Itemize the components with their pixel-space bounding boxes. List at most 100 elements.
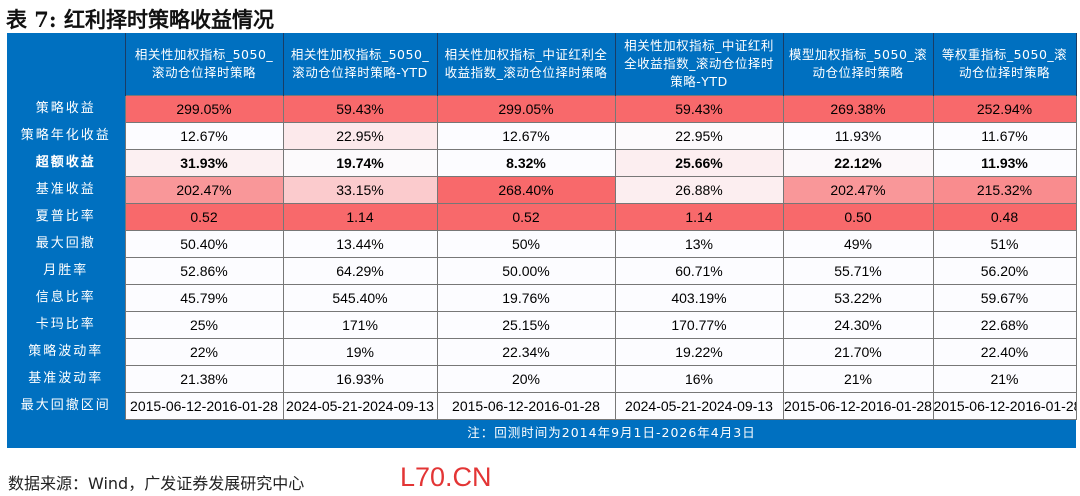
table-cell: 20% [436,365,616,393]
table-row: 最大回撤 50.40% 13.44% 50% 13% 49% 51% [7,230,1077,258]
strategy-table: 相关性加权指标_5050_滚动仓位择时策略 相关性加权指标_5050_滚动仓位择时… [7,33,1077,448]
table-cell: 1.14 [614,203,784,231]
table-row: 月胜率 52.86% 64.29% 50.00% 60.71% 55.71% 56.20% [7,257,1077,285]
table-row: 基准波动率 21.38% 16.93% 20% 16% 21% 21% [7,365,1077,393]
row-label: 月胜率 [7,257,125,285]
table-cell: 545.40% [282,284,438,312]
table-cell: 2015-06-12-2016-01-28 [932,392,1077,420]
row-label: 策略收益 [7,95,125,123]
table-cell: 16.93% [282,365,438,393]
table-cell: 49% [782,230,934,258]
table-cell: 19.76% [436,284,616,312]
table-cell: 21% [782,365,934,393]
table-row: 卡玛比率 25% 171% 25.15% 170.77% 24.30% 22.68% [7,311,1077,339]
table-cell: 24.30% [782,311,934,339]
table-cell: 26.88% [614,176,784,204]
table-cell: 1.14 [282,203,438,231]
table-note: 注：回测时间为2014年9月1日-2026年4月3日 [467,425,756,440]
watermark-logo: L70.CN [400,462,492,492]
table-cell: 64.29% [282,257,438,285]
table-cell: 0.48 [932,203,1077,231]
row-label: 基准收益 [7,176,125,204]
table-cell: 53.22% [782,284,934,312]
row-label: 策略波动率 [7,338,125,366]
table-cell: 25.15% [436,311,616,339]
table-cell: 59.43% [614,95,784,123]
table-cell: 268.40% [436,176,616,204]
table-cell: 50.00% [436,257,616,285]
table-cell: 33.15% [282,176,438,204]
table-cell: 19.74% [282,149,438,177]
table-cell: 51% [932,230,1077,258]
table-cell: 21.38% [124,365,284,393]
table-cell: 31.93% [124,149,284,177]
column-header: 相关性加权指标_5050_滚动仓位择时策略 [125,33,284,96]
table-cell: 55.71% [782,257,934,285]
column-header: 相关性加权指标_中证红利全收益指数_滚动仓位择时策略-YTD [615,33,784,96]
table-title: 表 7: 红利择时策略收益情况 [6,7,274,32]
table-cell: 50.40% [124,230,284,258]
column-header: 相关性加权指标_中证红利全收益指数_滚动仓位择时策略 [437,33,616,96]
table-cell: 299.05% [124,95,284,123]
table-cell: 21% [932,365,1077,393]
table-cell: 170.77% [614,311,784,339]
table-row: 策略收益 299.05% 59.43% 299.05% 59.43% 269.38% 252… [7,95,1077,123]
table-cell: 22.95% [614,122,784,150]
table-cell: 202.47% [124,176,284,204]
table-cell: 11.67% [932,122,1077,150]
table-row: 夏普比率 0.52 1.14 0.52 1.14 0.50 0.48 [7,203,1077,231]
table-row: 策略波动率 22% 19% 22.34% 19.22% 21.70% 22.40% [7,338,1077,366]
table-cell: 11.93% [782,122,934,150]
table-cell: 59.67% [932,284,1077,312]
table-cell: 0.52 [436,203,616,231]
row-label: 卡玛比率 [7,311,125,339]
table-cell: 299.05% [436,95,616,123]
table-cell: 22.68% [932,311,1077,339]
table-cell: 2024-05-21-2024-09-13 [614,392,784,420]
table-cell: 50% [436,230,616,258]
table-cell: 171% [282,311,438,339]
table-cell: 2015-06-12-2016-01-28 [782,392,934,420]
table-row: 策略年化收益 12.67% 22.95% 12.67% 22.95% 11.93% 11.6… [7,122,1077,150]
row-label: 策略年化收益 [7,122,125,150]
table-cell: 22.95% [282,122,438,150]
table-cell: 22.40% [932,338,1077,366]
table-cell: 52.86% [124,257,284,285]
table-cell: 19.22% [614,338,784,366]
table-cell: 12.67% [124,122,284,150]
table-row: 超额收益 31.93% 19.74% 8.32% 25.66% 22.12% 11.93% [7,149,1077,177]
table-cell: 56.20% [932,257,1077,285]
row-label: 夏普比率 [7,203,125,231]
table-cell: 2024-05-21-2024-09-13 [282,392,438,420]
table-cell: 215.32% [932,176,1077,204]
table-cell: 22.34% [436,338,616,366]
table-cell: 59.43% [282,95,438,123]
row-label: 基准波动率 [7,365,125,393]
table-cell: 0.50 [782,203,934,231]
table-cell: 60.71% [614,257,784,285]
row-label: 最大回撤 [7,230,125,258]
data-source: 数据来源：Wind，广发证券发展研究中心 [8,474,305,493]
table-row: 最大回撤区间 2015-06-12-2016-01-28 2024-05-21-20… [7,392,1077,420]
table-cell: 269.38% [782,95,934,123]
corner-cell [7,33,126,96]
table-cell: 11.93% [932,149,1077,177]
table-cell: 2015-06-12-2016-01-28 [124,392,284,420]
table-cell: 25% [124,311,284,339]
table-row: 基准收益 202.47% 33.15% 268.40% 26.88% 202.47% 215… [7,176,1077,204]
table-cell: 12.67% [436,122,616,150]
table-cell: 19% [282,338,438,366]
table-cell: 403.19% [614,284,784,312]
table-cell: 16% [614,365,784,393]
table-cell: 25.66% [614,149,784,177]
table-cell: 45.79% [124,284,284,312]
column-header: 相关性加权指标_5050_滚动仓位择时策略-YTD [283,33,438,96]
column-header: 等权重指标_5050_滚动仓位择时策略 [933,33,1077,96]
table-cell: 252.94% [932,95,1077,123]
table-cell: 0.52 [124,203,284,231]
table-cell: 13.44% [282,230,438,258]
row-label: 信息比率 [7,284,125,312]
table-cell: 202.47% [782,176,934,204]
table-row: 信息比率 45.79% 545.40% 19.76% 403.19% 53.22% 59.6… [7,284,1077,312]
table-cell: 2015-06-12-2016-01-28 [436,392,616,420]
